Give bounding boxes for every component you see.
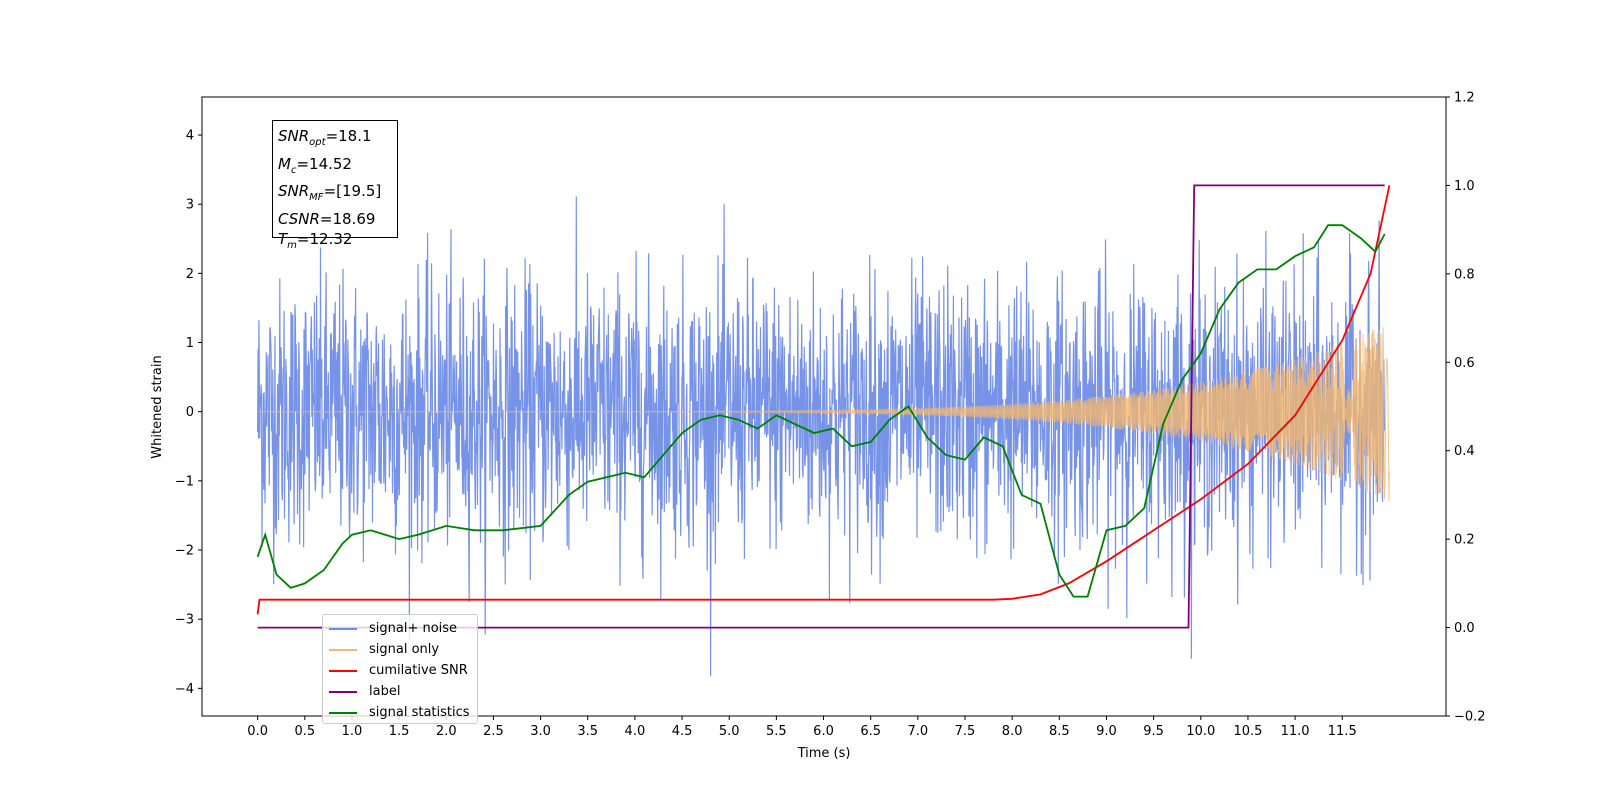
x-tick-label: 4.0 xyxy=(625,724,646,739)
y2-tick-label: 0.2 xyxy=(1454,533,1475,548)
y2-tick-label: 0.8 xyxy=(1454,267,1475,282)
annotation-line: Mc=14.52 xyxy=(278,154,352,176)
legend-label: cumilative SNR xyxy=(369,663,468,678)
x-tick-label: 3.0 xyxy=(530,724,551,739)
y-tick-label: −4 xyxy=(175,682,194,697)
y2-tick-label: 1.0 xyxy=(1454,179,1475,194)
series-signal-only xyxy=(257,327,1390,501)
legend-swatch xyxy=(329,648,357,651)
legend-item: signal statistics xyxy=(329,702,477,723)
legend-swatch xyxy=(329,627,357,630)
x-tick-label: 6.5 xyxy=(860,724,881,739)
y2-tick-label: 0.6 xyxy=(1454,356,1475,371)
series-signal-statistics xyxy=(256,224,1386,598)
y2-tick-label: −0.2 xyxy=(1454,710,1486,725)
y-tick-label: 1 xyxy=(186,336,194,351)
y-tick-label: 0 xyxy=(186,405,194,420)
y-tick-label: −3 xyxy=(175,613,194,628)
legend-label: label xyxy=(369,684,401,699)
annotation-line: SNRMF=[19.5] xyxy=(278,182,382,204)
legend-item: cumilative SNR xyxy=(329,660,477,681)
legend-swatch xyxy=(329,711,357,714)
series-signal-plus-noise xyxy=(257,196,1386,676)
x-tick-label: 9.0 xyxy=(1096,724,1117,739)
x-axis-label: Time (s) xyxy=(797,746,851,761)
legend-label: signal only xyxy=(369,642,440,657)
annotation-line: SNRopt=18.1 xyxy=(278,127,372,148)
x-tick-label: 5.0 xyxy=(719,724,740,739)
annotation-line: CSNR=18.69 xyxy=(278,209,376,228)
y2-ticks: 1.2 1.0 0.8 0.6 0.4 0.2 0.0 −0.2 xyxy=(1446,91,1486,725)
legend-item: signal+ noise xyxy=(329,618,477,639)
x-tick-label: 7.5 xyxy=(955,724,976,739)
x-tick-label: 4.5 xyxy=(672,724,693,739)
legend: signal+ noise signal only cumilative SNR la… xyxy=(322,614,478,724)
y2-tick-label: 0.4 xyxy=(1454,444,1475,459)
x-tick-label: 1.0 xyxy=(342,724,363,739)
y-tick-label: −2 xyxy=(175,544,194,559)
x-tick-label: 2.5 xyxy=(483,724,504,739)
x-tick-label: 10.5 xyxy=(1233,724,1262,739)
legend-swatch xyxy=(329,690,357,693)
x-tick-label: 5.5 xyxy=(766,724,787,739)
x-tick-label: 8.0 xyxy=(1002,724,1023,739)
x-tick-label: 0.5 xyxy=(294,724,315,739)
y-tick-label: −1 xyxy=(175,474,194,489)
y-tick-label: 2 xyxy=(186,267,194,282)
x-tick-label: 7.0 xyxy=(907,724,928,739)
x-tick-label: 2.0 xyxy=(436,724,457,739)
x-tick-label: 11.0 xyxy=(1281,724,1310,739)
x-tick-label: 11.5 xyxy=(1328,724,1357,739)
plot-content xyxy=(256,184,1391,676)
series-cumilative-snr xyxy=(256,185,1391,615)
y-tick-label: 3 xyxy=(186,198,194,213)
x-tick-label: 10.0 xyxy=(1186,724,1215,739)
legend-item: label xyxy=(329,681,477,702)
legend-swatch xyxy=(329,669,357,672)
series-label xyxy=(257,184,1385,629)
x-tick-label: 8.5 xyxy=(1049,724,1070,739)
legend-item: signal only xyxy=(329,639,477,660)
legend-label: signal statistics xyxy=(369,705,470,720)
x-tick-label: 6.0 xyxy=(813,724,834,739)
y-axis-label: Whitened strain xyxy=(150,355,165,458)
y2-tick-label: 1.2 xyxy=(1454,91,1475,106)
x-tick-label: 1.5 xyxy=(389,724,410,739)
annotation-line: Tm=12.32 xyxy=(278,230,353,252)
y-tick-label: 4 xyxy=(186,129,194,144)
y-ticks: 4 3 2 1 0 −1 −2 −3 −4 xyxy=(175,129,202,697)
legend-label: signal+ noise xyxy=(369,621,458,636)
y2-tick-label: 0.0 xyxy=(1454,621,1475,636)
x-tick-label: 0.0 xyxy=(247,724,268,739)
x-tick-label: 9.5 xyxy=(1143,724,1164,739)
x-ticks: 0.0 0.5 1.0 1.5 2.0 2.5 3.0 3.5 4.0 4.5 5.0 5.5 6.0 6… xyxy=(247,716,1357,739)
x-tick-label: 3.5 xyxy=(577,724,598,739)
stats-annotation-box: SNRopt=18.1 Mc=14.52 SNRMF=[19.5] CSNR=18.6… xyxy=(272,120,398,251)
